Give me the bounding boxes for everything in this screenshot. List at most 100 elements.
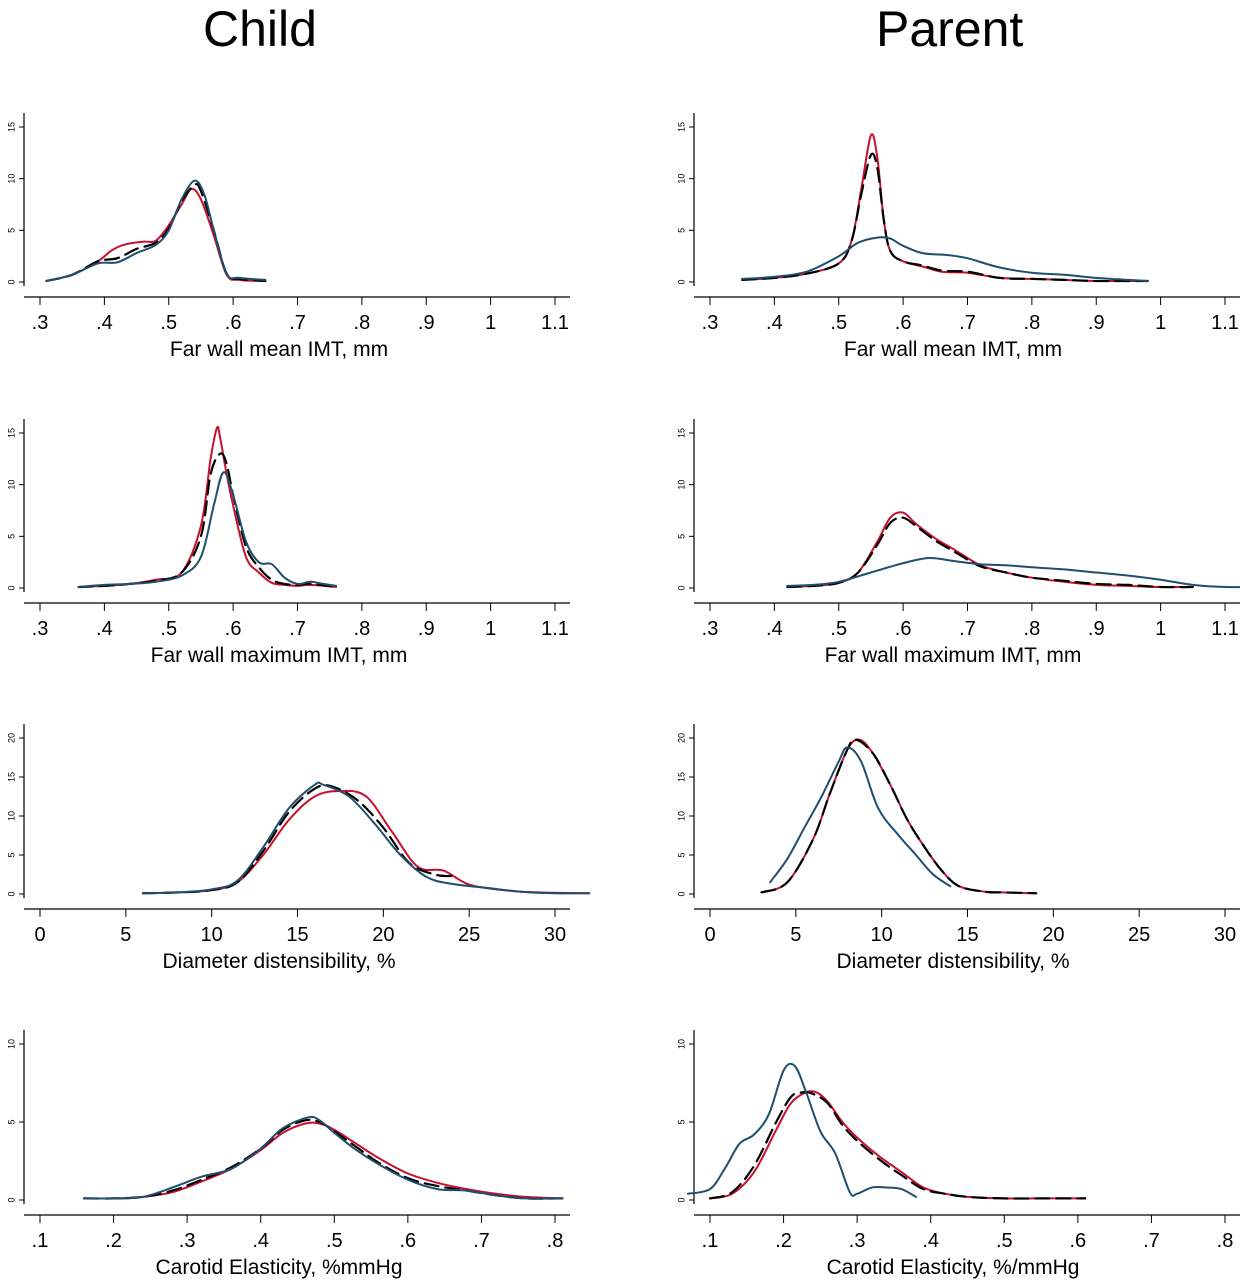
x-axis-title: Far wall maximum IMT, mm bbox=[151, 644, 408, 667]
density-curve-red bbox=[760, 738, 1038, 895]
x-tick-label: .8 bbox=[354, 618, 371, 640]
x-tick-label: .5 bbox=[326, 1230, 343, 1252]
density-curve-red bbox=[45, 187, 267, 282]
x-tick-label: 25 bbox=[1128, 924, 1150, 946]
y-tick-label: 0 bbox=[676, 1197, 686, 1202]
y-tick-label: 5 bbox=[6, 228, 16, 233]
y-tick-label: 0 bbox=[676, 279, 686, 284]
y-tick-label: 10 bbox=[6, 1039, 16, 1049]
x-tick-label: 5 bbox=[790, 924, 801, 946]
chart-panel-child-distensibility: 0 5 10 15 20 0 5 10 15 20 25 30 Diameter distensibil… bbox=[6, 724, 591, 973]
x-tick-label: 0 bbox=[34, 924, 45, 946]
y-tick-label: 5 bbox=[676, 852, 686, 857]
y-tick-label: 10 bbox=[6, 811, 16, 821]
y-tick-label: 15 bbox=[676, 122, 686, 132]
y-tick-label: 0 bbox=[6, 279, 16, 284]
density-curve-blue bbox=[83, 1115, 564, 1200]
chart-panel-parent-elasticity: 0 5 10 .1 .2 .3 .4 .5 .6 .7 .8 Carotid Elasticity, … bbox=[676, 1030, 1240, 1279]
y-tick-label: 0 bbox=[6, 1197, 16, 1202]
x-tick-label: .3 bbox=[849, 1230, 866, 1252]
x-tick-label: 25 bbox=[458, 924, 480, 946]
y-tick-label: 15 bbox=[6, 122, 16, 132]
x-tick-label: .3 bbox=[32, 618, 49, 640]
x-axis-title: Far wall mean IMT, mm bbox=[170, 338, 388, 361]
y-tick-label: 20 bbox=[6, 733, 16, 743]
x-tick-label: .4 bbox=[252, 1230, 269, 1252]
density-curve-black bbox=[741, 152, 1149, 283]
density-curve-black bbox=[83, 1118, 564, 1200]
density-curve-blue bbox=[786, 556, 1240, 589]
x-tick-label: 30 bbox=[544, 924, 566, 946]
x-tick-label: .1 bbox=[32, 1230, 49, 1252]
x-tick-label: .3 bbox=[702, 618, 719, 640]
y-tick-label: 5 bbox=[676, 1119, 686, 1124]
density-curve-red bbox=[83, 1121, 564, 1200]
x-tick-label: .5 bbox=[160, 312, 177, 334]
x-tick-label: .8 bbox=[1217, 1230, 1234, 1252]
density-curve-black bbox=[708, 1091, 1087, 1200]
x-axis-title: Far wall mean IMT, mm bbox=[844, 338, 1062, 361]
density-curve-red bbox=[741, 133, 1149, 283]
x-tick-label: .6 bbox=[895, 312, 912, 334]
x-tick-label: .6 bbox=[895, 618, 912, 640]
x-tick-label: .6 bbox=[225, 618, 242, 640]
x-tick-label: .4 bbox=[96, 618, 113, 640]
x-tick-label: 1.1 bbox=[1211, 618, 1239, 640]
x-tick-label: .8 bbox=[354, 312, 371, 334]
x-tick-label: .4 bbox=[766, 618, 783, 640]
chart-panel-parent-mean-imt: 0 5 10 15 .3 .4 .5 .6 .7 .8 .9 1 1.1 Far wall mean IM… bbox=[676, 113, 1240, 361]
density-curve-black bbox=[77, 452, 338, 589]
x-tick-label: 10 bbox=[871, 924, 893, 946]
x-tick-label: 15 bbox=[956, 924, 978, 946]
y-tick-label: 15 bbox=[676, 772, 686, 782]
y-tick-label: 0 bbox=[6, 891, 16, 896]
y-tick-label: 0 bbox=[676, 891, 686, 896]
x-tick-label: 1 bbox=[1155, 312, 1166, 334]
chart-panel-child-max-imt: 0 5 10 15 .3 .4 .5 .6 .7 .8 .9 1 1.1 Far wall maximum… bbox=[6, 419, 570, 667]
x-tick-label: .7 bbox=[1143, 1230, 1160, 1252]
density-curve-black bbox=[45, 182, 267, 283]
x-axis-title: Carotid Elasticity, %mmHg bbox=[156, 1256, 403, 1279]
y-tick-label: 5 bbox=[676, 228, 686, 233]
density-curve-blue bbox=[686, 1062, 917, 1198]
x-axis-title: Carotid Elasticity, %/mmHg bbox=[827, 1256, 1080, 1279]
x-tick-label: 1 bbox=[485, 618, 496, 640]
x-tick-label: .5 bbox=[830, 312, 847, 334]
density-curve-blue bbox=[77, 471, 338, 588]
density-curve-blue bbox=[741, 236, 1149, 282]
x-tick-label: .3 bbox=[32, 312, 49, 334]
x-tick-label: 1.1 bbox=[1211, 312, 1239, 334]
x-axis-title: Diameter distensibility, % bbox=[162, 950, 395, 973]
x-tick-label: .2 bbox=[105, 1230, 122, 1252]
x-tick-label: .5 bbox=[160, 618, 177, 640]
x-tick-label: .9 bbox=[1088, 618, 1105, 640]
x-tick-label: .5 bbox=[996, 1230, 1013, 1252]
y-tick-label: 10 bbox=[676, 480, 686, 490]
density-curve-black bbox=[786, 516, 1194, 589]
density-curve-red bbox=[709, 1090, 1087, 1200]
x-tick-label: .8 bbox=[1024, 312, 1041, 334]
density-curve-red bbox=[77, 425, 338, 588]
y-tick-label: 0 bbox=[6, 585, 16, 590]
y-tick-label: 5 bbox=[6, 852, 16, 857]
x-tick-label: .7 bbox=[473, 1230, 490, 1252]
y-tick-label: 15 bbox=[676, 428, 686, 438]
x-tick-label: .4 bbox=[766, 312, 783, 334]
y-tick-label: 10 bbox=[6, 480, 16, 490]
x-axis-title: Far wall maximum IMT, mm bbox=[825, 644, 1082, 667]
y-tick-label: 20 bbox=[676, 733, 686, 743]
chart-panel-child-elasticity: 0 5 10 .1 .2 .3 .4 .5 .6 .7 .8 Carotid Elasticity, … bbox=[6, 1030, 570, 1279]
x-tick-label: 20 bbox=[1042, 924, 1064, 946]
x-tick-label: .9 bbox=[418, 312, 435, 334]
x-axis-title: Diameter distensibility, % bbox=[836, 950, 1069, 973]
chart-panel-parent-distensibility: 0 5 10 15 20 0 5 10 15 20 25 30 Diameter distensibil… bbox=[676, 724, 1240, 973]
parent-column-title: Parent bbox=[876, 1, 1024, 57]
density-curve-blue bbox=[142, 781, 591, 895]
x-tick-label: .6 bbox=[225, 312, 242, 334]
density-curve-blue bbox=[45, 179, 267, 282]
y-tick-label: 10 bbox=[6, 174, 16, 184]
x-tick-label: .8 bbox=[547, 1230, 564, 1252]
x-tick-label: .6 bbox=[400, 1230, 417, 1252]
x-tick-label: .9 bbox=[1088, 312, 1105, 334]
